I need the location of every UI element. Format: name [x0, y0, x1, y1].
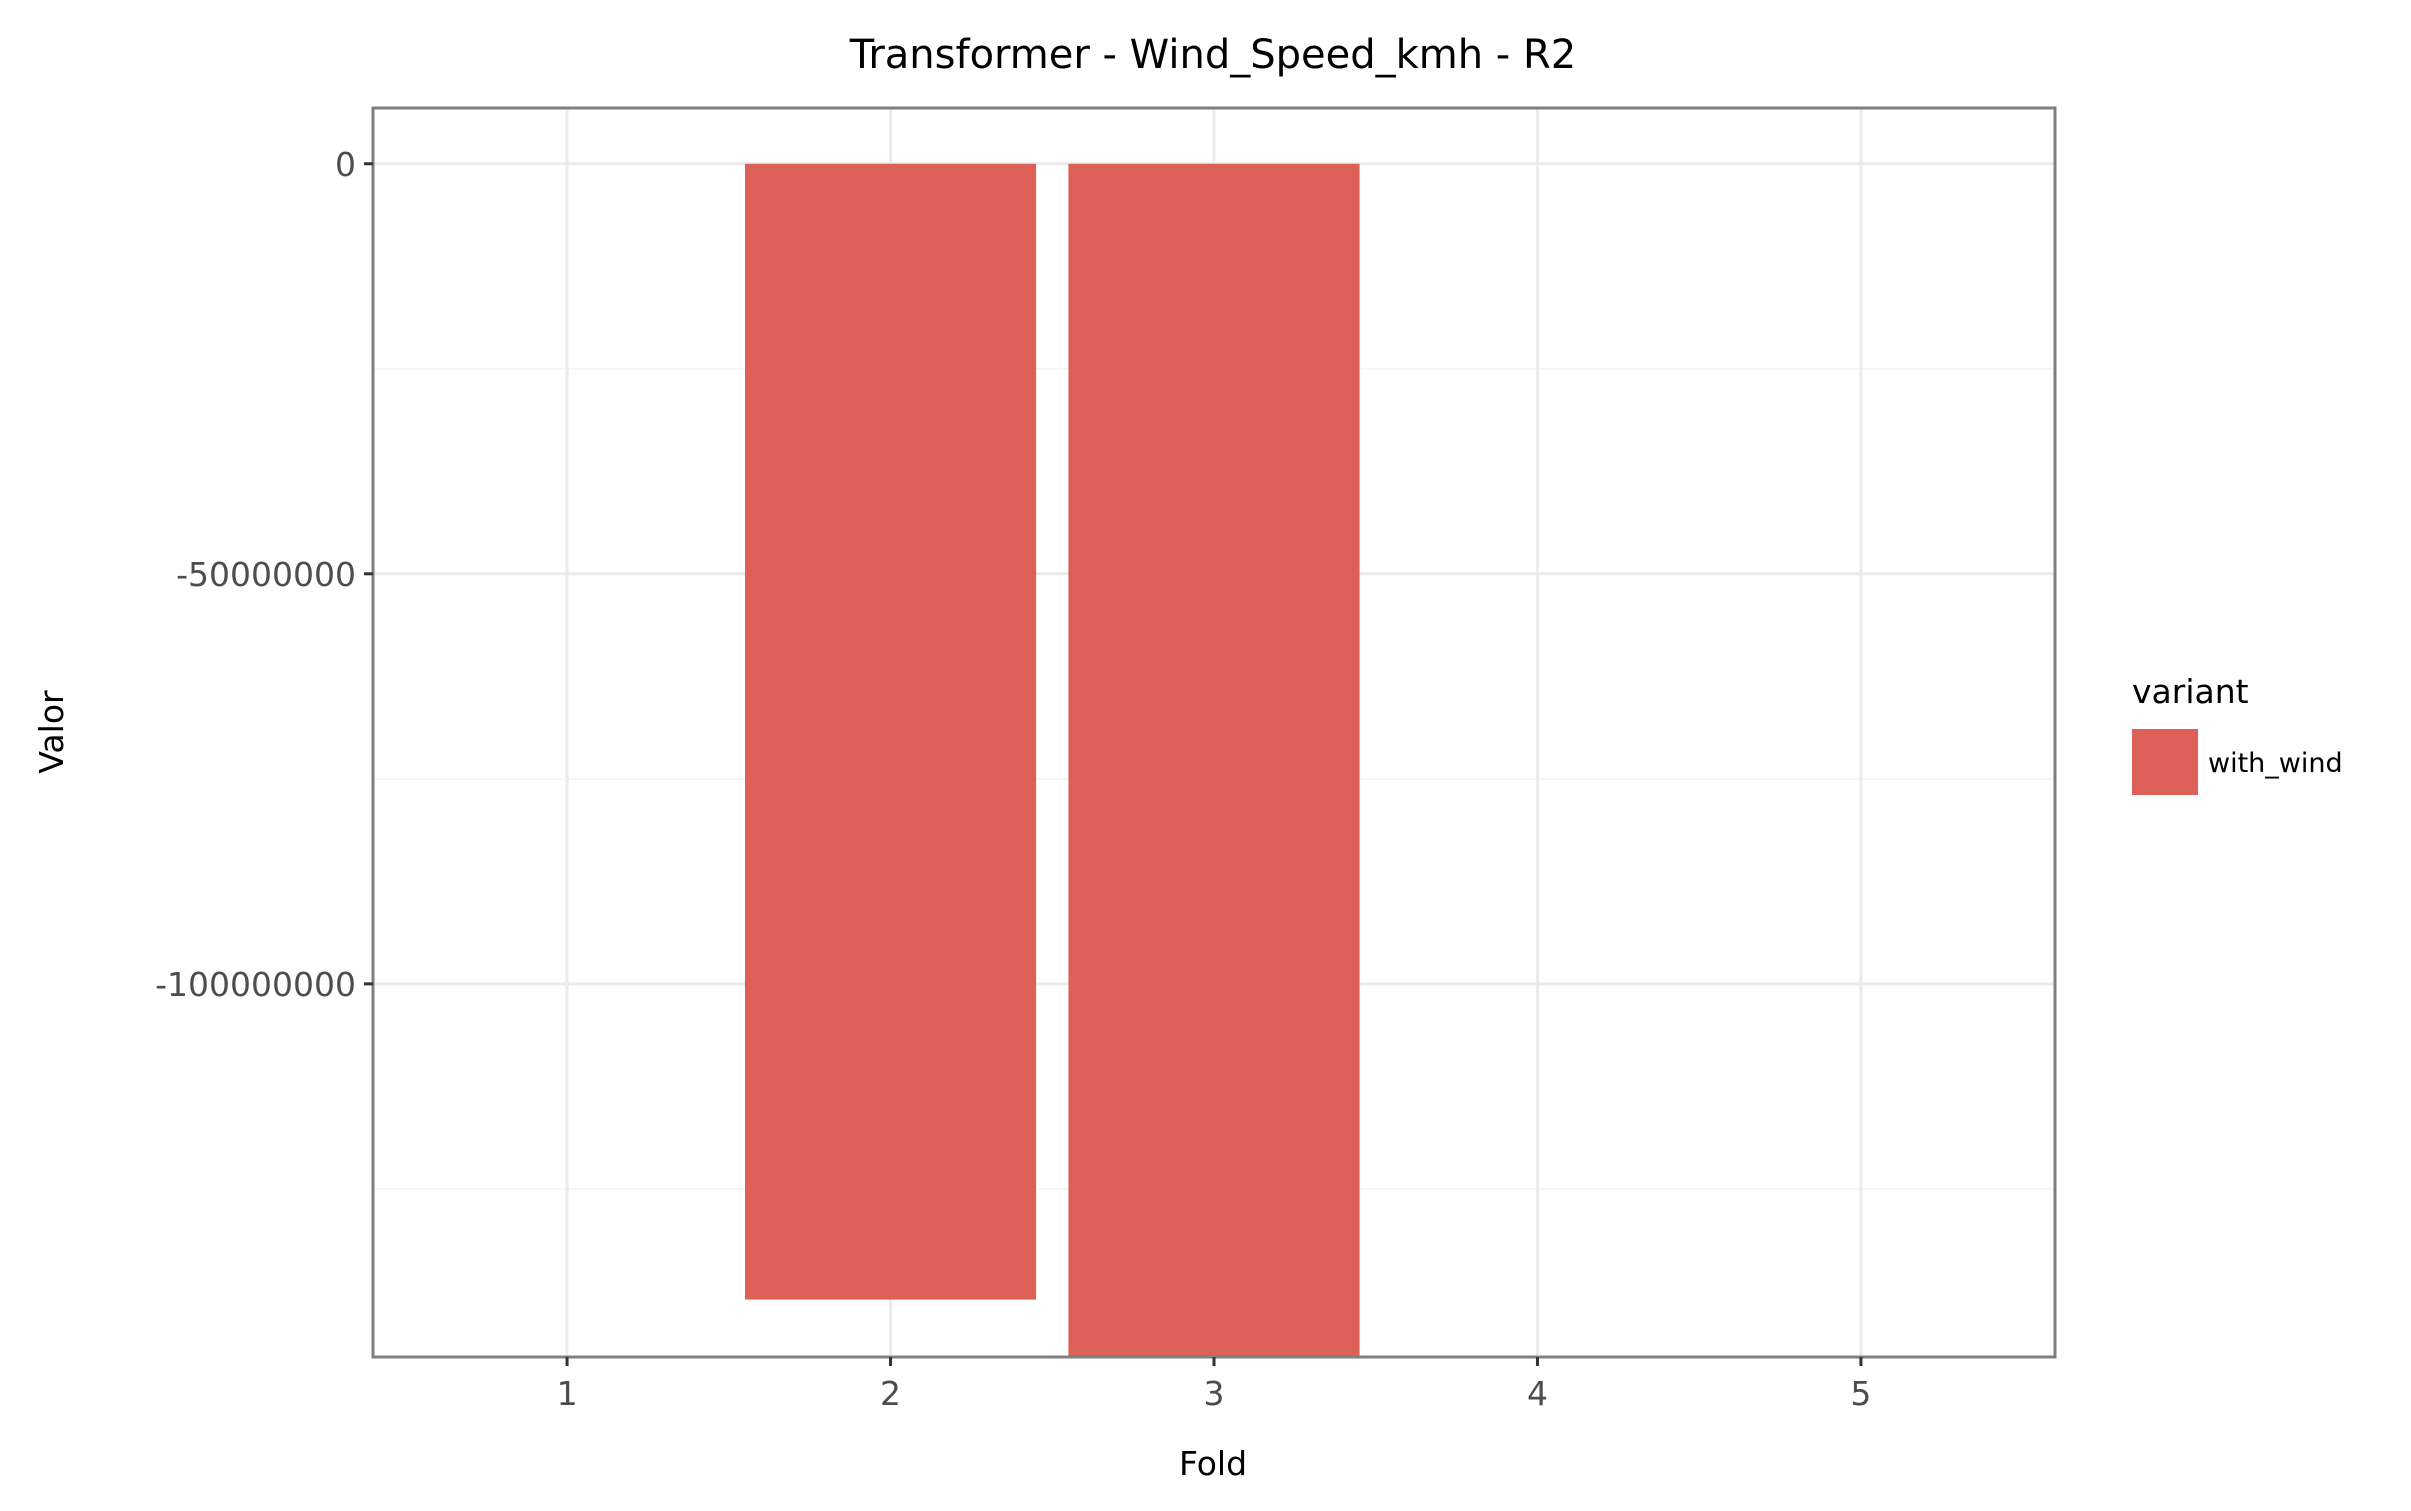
- y-tick-label: 0: [335, 145, 356, 184]
- legend: variant with_wind: [2132, 672, 2343, 795]
- legend-title: variant: [2132, 672, 2249, 711]
- y-tick-label: -100000000: [155, 965, 356, 1004]
- y-axis-title: Valor: [32, 690, 71, 774]
- bar-fold-3: [1068, 163, 1360, 1358]
- x-tick-label: 5: [1850, 1374, 1871, 1413]
- x-tick-label: 1: [557, 1374, 578, 1413]
- legend-label-with-wind: with_wind: [2208, 748, 2343, 779]
- x-axis-title: Fold: [1179, 1444, 1247, 1483]
- x-tick-label: 2: [880, 1374, 901, 1413]
- plot-area: 0 -50000000 -100000000 1 2 3 4 5: [155, 106, 2057, 1413]
- x-tick-label: 4: [1527, 1374, 1548, 1413]
- x-tick-label: 3: [1204, 1374, 1225, 1413]
- chart-title: Transformer - Wind_Speed_kmh - R2: [849, 32, 1576, 78]
- bar-fold-2: [744, 163, 1037, 1300]
- legend-key-with-wind: [2132, 729, 2198, 795]
- y-tick-label: -50000000: [176, 555, 356, 594]
